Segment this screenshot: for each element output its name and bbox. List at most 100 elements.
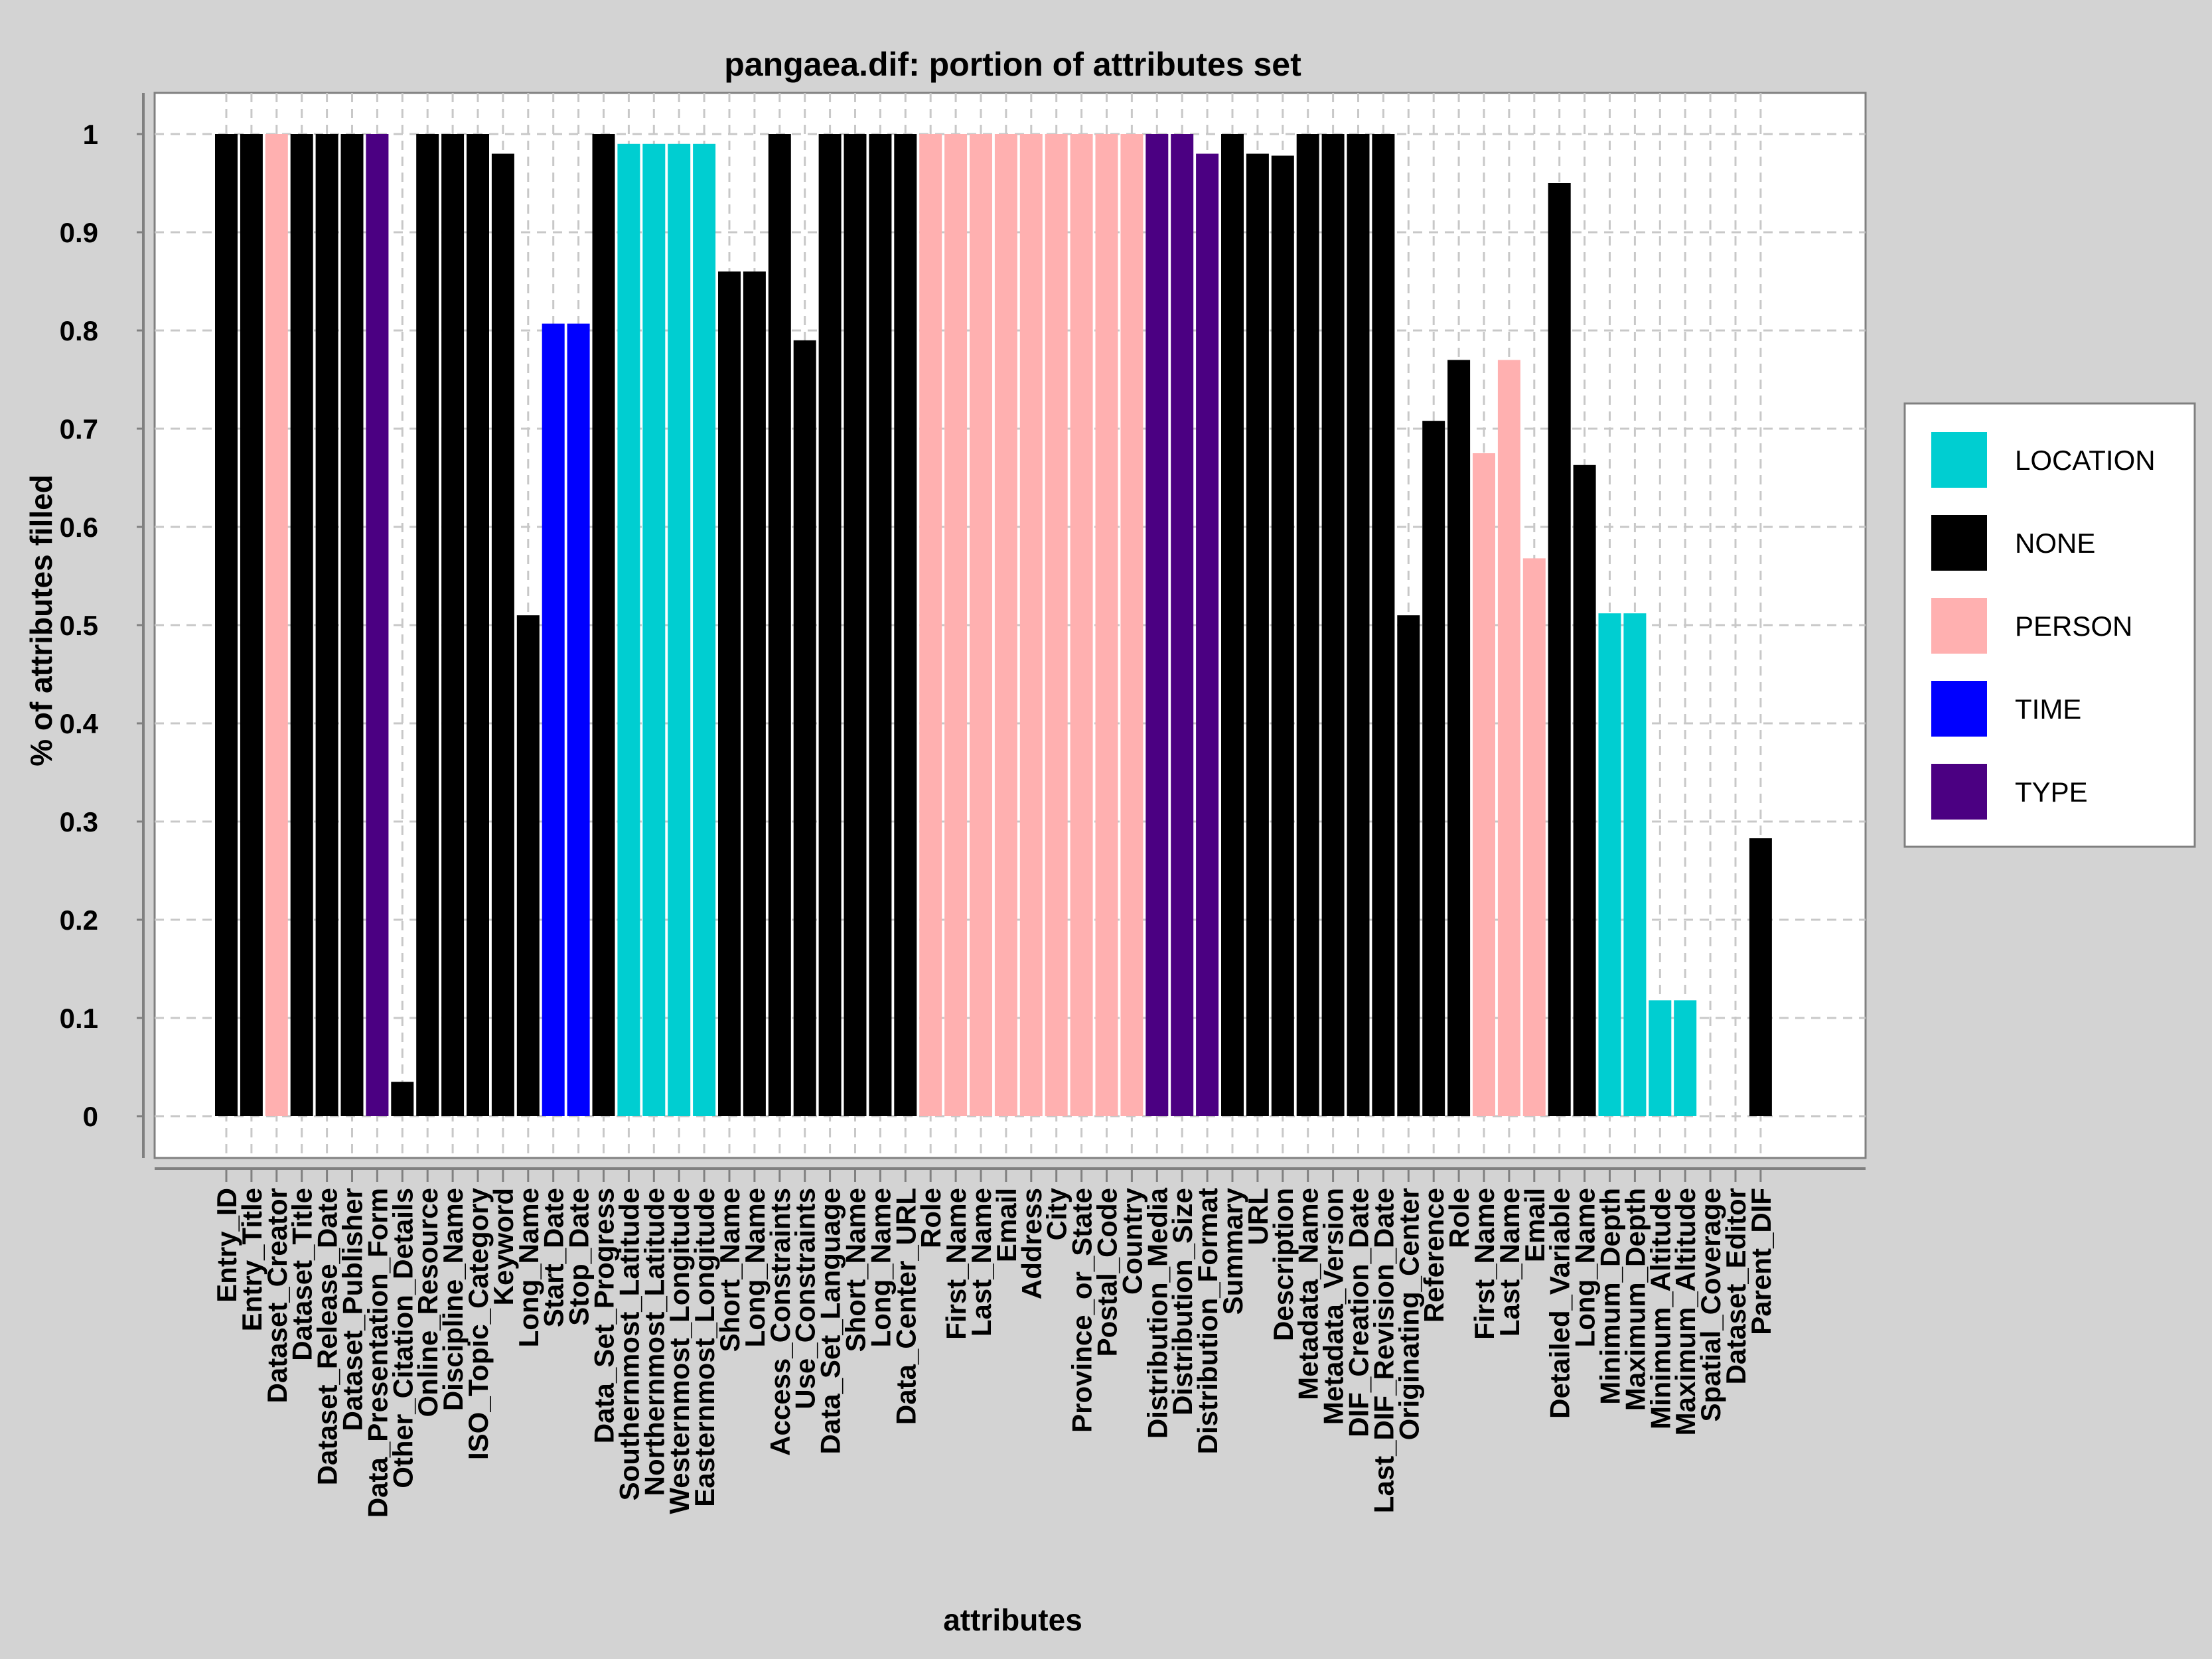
legend-label: LOCATION: [2015, 445, 2156, 476]
x-tick-label: Province_or_State: [1067, 1188, 1098, 1433]
y-tick-label: 0.2: [60, 904, 98, 936]
x-tick-label: Northernmost_Latitude: [638, 1188, 670, 1496]
legend-label: PERSON: [2015, 611, 2132, 642]
bar: [1623, 613, 1647, 1116]
bar: [1548, 183, 1571, 1116]
bars: [215, 134, 1772, 1117]
legend-label: NONE: [2015, 528, 2095, 559]
bar: [844, 134, 867, 1116]
x-tick-label: Dataset_Editor: [1720, 1188, 1751, 1384]
legend-swatch: [1931, 598, 1987, 654]
legend-label: TIME: [2015, 693, 2081, 725]
y-tick-label: 0: [83, 1101, 98, 1132]
bar: [1246, 153, 1269, 1117]
legend-swatch: [1931, 515, 1987, 571]
x-tick-label: Last_Name: [966, 1188, 997, 1336]
x-tick-label: Data_Center_URL: [890, 1188, 921, 1425]
x-tick-label: Distribution_Media: [1142, 1187, 1173, 1439]
x-tick-label: Role: [1443, 1188, 1475, 1248]
x-tick-label: Last_Name: [1494, 1188, 1525, 1336]
y-tick-label: 0.9: [60, 217, 98, 248]
legend-swatch: [1931, 764, 1987, 820]
x-tick-label: Maximum_Depth: [1619, 1188, 1651, 1411]
x-tick-label: Dataset_Creator: [261, 1188, 293, 1403]
x-tick-label: Reference: [1418, 1188, 1449, 1323]
x-tick-label: Long_Name: [865, 1188, 896, 1347]
bar: [1598, 613, 1621, 1116]
bar: [818, 134, 842, 1116]
x-tick-label: Dataset_Publisher: [337, 1188, 368, 1431]
x-tick-label: Maximum_Altitude: [1670, 1188, 1701, 1435]
bar: [366, 134, 389, 1116]
x-tick-label: Long_Name: [513, 1188, 544, 1347]
bar: [567, 323, 590, 1116]
bar: [1397, 615, 1420, 1116]
bar: [970, 134, 992, 1116]
x-tick-label: Discipline_Name: [437, 1188, 469, 1411]
bar: [894, 134, 917, 1116]
bar: [1674, 1000, 1697, 1116]
x-tick-label: Email: [1519, 1188, 1550, 1262]
x-tick-label: Data_Set_Language: [815, 1188, 846, 1454]
x-tick-label: Long_Name: [1570, 1188, 1601, 1347]
x-tick-label: Keyword: [488, 1188, 519, 1305]
bar: [1045, 134, 1068, 1116]
bar: [240, 134, 263, 1116]
x-tick-label: Last_DIF_Revision_Date: [1368, 1188, 1399, 1513]
x-tick-label: Metadata_Name: [1293, 1188, 1324, 1400]
x-tick-label: ISO_Topic_Category: [463, 1187, 494, 1460]
bar: [1221, 134, 1244, 1116]
bar: [642, 143, 666, 1116]
x-tick-label: Short_Name: [840, 1188, 871, 1352]
y-tick-label: 0.1: [60, 1003, 98, 1034]
x-tick-label: Short_Name: [714, 1188, 745, 1352]
x-tick-label: Use_Constraints: [790, 1188, 821, 1409]
x-tick-label: Entry_Title: [236, 1188, 267, 1331]
bar: [215, 134, 238, 1116]
x-tick-label: Detailed_Variable: [1544, 1188, 1576, 1419]
x-tick-label: Easternmost_Longitude: [689, 1188, 720, 1507]
x-tick-label: Role: [915, 1188, 946, 1248]
x-tick-label: Start_Date: [538, 1188, 569, 1327]
bar: [265, 134, 288, 1116]
x-tick-label: Distribution_Format: [1192, 1188, 1223, 1454]
bar: [441, 134, 465, 1116]
bar: [1271, 155, 1294, 1116]
bar: [542, 323, 565, 1116]
x-axis-label: attributes: [943, 1603, 1082, 1637]
x-tick-label: DIF_Creation_Date: [1343, 1188, 1374, 1437]
x-tick-label: Metadata_Version: [1318, 1188, 1349, 1425]
x-tick-label: Westernmost_Longitude: [664, 1188, 695, 1514]
bar: [1347, 134, 1370, 1116]
bar: [793, 340, 816, 1116]
x-tick-label: First_Name: [1469, 1188, 1500, 1340]
x-tick-label: Description: [1268, 1188, 1299, 1341]
y-tick-label: 0.6: [60, 512, 98, 543]
x-tick-label: Minimum_Depth: [1595, 1188, 1626, 1405]
x-tick-label: Southernmost_Latitude: [613, 1188, 644, 1500]
x-tick-label: Address: [1016, 1188, 1047, 1299]
y-axis-label: % of attributes filled: [24, 474, 58, 766]
y-tick-label: 0.5: [60, 610, 98, 641]
x-tick-label: Email: [991, 1188, 1022, 1262]
bar: [391, 1082, 414, 1116]
bar: [944, 134, 968, 1116]
bar: [617, 143, 640, 1116]
x-tick-label: Summary: [1217, 1187, 1248, 1315]
x-tick-label: Entry_ID: [211, 1188, 242, 1303]
x-tick-label: First_Name: [940, 1188, 972, 1340]
x-tick-label: Data_Set_Progress: [589, 1188, 620, 1443]
x-tick-label: Stop_Date: [563, 1188, 595, 1326]
bar: [1522, 558, 1546, 1116]
x-tick-label: Distribution_Size: [1167, 1188, 1198, 1415]
bar: [1120, 134, 1143, 1116]
bar: [1095, 134, 1118, 1116]
x-tick-label: Online_Resource: [412, 1188, 443, 1417]
y-axis: 0 0.1 0.2 0.3 0.4 0.5 0.6 0.7 0.8 0.9 1: [60, 93, 145, 1158]
bar: [416, 134, 439, 1116]
y-tick-label: 0.8: [60, 315, 98, 346]
bar: [340, 134, 364, 1116]
bar: [994, 134, 1017, 1116]
